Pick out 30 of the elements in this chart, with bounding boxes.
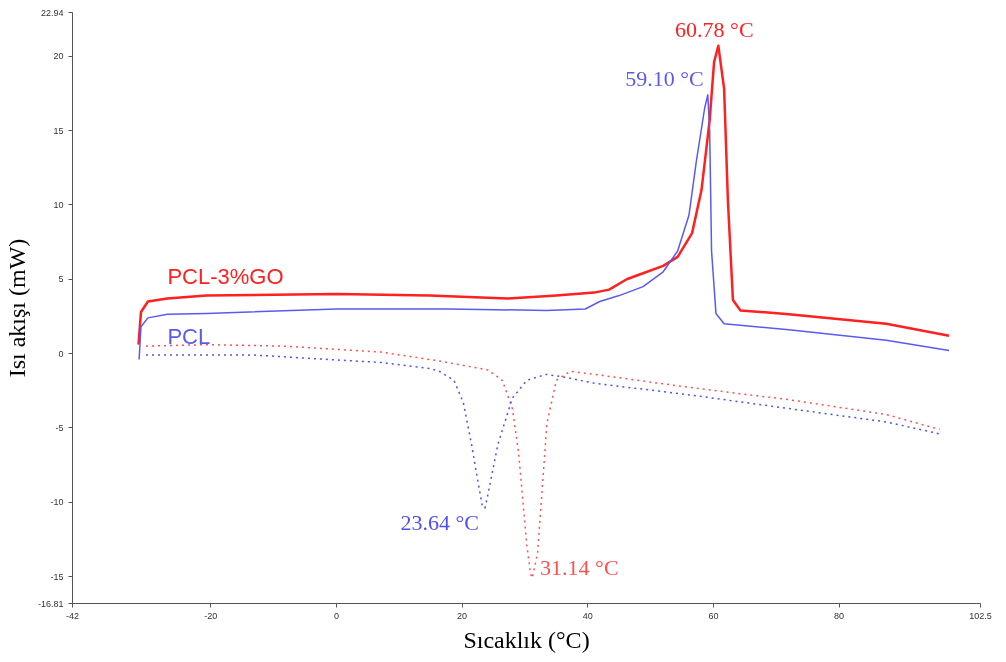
y-tick-label: -10: [50, 497, 64, 508]
y-tick-label: -5: [55, 422, 64, 433]
line-series: [137, 44, 951, 346]
x-tick-label: 0: [333, 610, 339, 621]
series-label: PCL-3%GO: [167, 263, 284, 289]
annotation: 23.64 °C: [400, 510, 479, 536]
x-tick-label: 20: [457, 610, 468, 621]
x-axis-title: Sıcaklık (°C): [463, 626, 590, 653]
y-tick-label: -15: [50, 571, 64, 582]
line-series: [145, 343, 941, 579]
x-tick-label: 40: [582, 610, 593, 621]
x-tick-label: -42: [66, 610, 80, 621]
x-tick-label: -20: [204, 610, 218, 621]
annotation: 59.10 °C: [625, 65, 704, 91]
y-tick-label: 5: [58, 274, 64, 285]
x-tick-label: 60: [708, 610, 719, 621]
y-tick-label: -16.81: [37, 598, 64, 609]
annotation: 31.14 °C: [540, 555, 619, 581]
x-tick-label: 102.5: [969, 610, 992, 621]
y-tick-label: 15: [53, 125, 64, 136]
line-series: [138, 94, 950, 361]
series-label: PCL: [167, 324, 211, 350]
line-series: [145, 354, 941, 509]
y-axis-title: Isı akışı (mW): [3, 238, 30, 378]
y-tick-label: 10: [53, 199, 64, 210]
y-tick-label: 0: [58, 348, 64, 359]
y-tick-label: 20: [53, 51, 64, 62]
x-tick-label: 80: [834, 610, 845, 621]
annotation: 60.78 °C: [675, 16, 754, 42]
y-tick-label: 22.94: [40, 7, 64, 18]
